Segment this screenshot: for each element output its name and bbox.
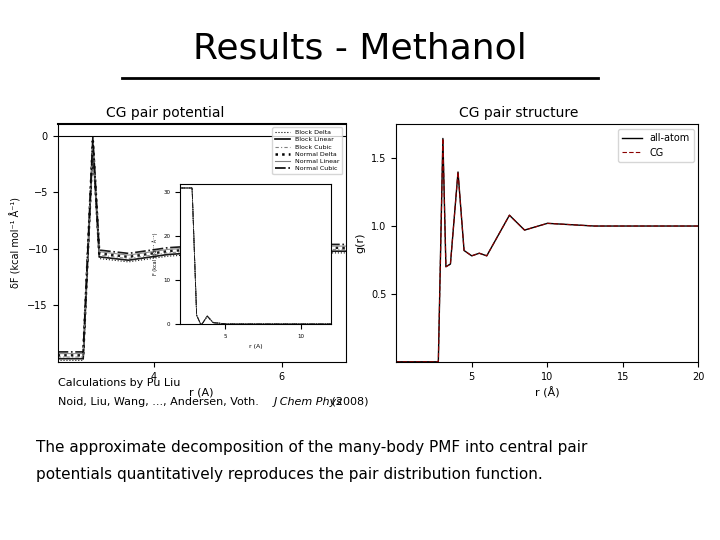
Text: (2008): (2008) [328,397,368,407]
CG [426,359,435,365]
all-atom [426,359,435,365]
Legend: Block Delta, Block Linear, Block Cubic, Normal Delta, Normal Linear, Normal Cubi: Block Delta, Block Linear, Block Cubic, … [272,127,343,174]
all-atom [444,262,453,268]
CG [688,223,697,230]
Y-axis label: g(r): g(r) [356,233,365,253]
CG [656,223,665,230]
X-axis label: r (A): r (A) [249,345,262,349]
Text: Noid, Liu, Wang, ..., Andersen, Voth.: Noid, Liu, Wang, ..., Andersen, Voth. [58,397,266,407]
X-axis label: r (Å): r (Å) [535,387,559,399]
CG [508,214,516,221]
Y-axis label: F (kcal mol⁻¹ Å⁻¹): F (kcal mol⁻¹ Å⁻¹) [152,233,158,275]
all-atom [688,223,697,230]
all-atom [694,223,703,230]
Line: CG: CG [396,138,698,362]
all-atom [656,223,665,230]
CG [438,135,447,141]
Text: CG pair potential: CG pair potential [107,106,225,120]
Text: Calculations by Pu Liu: Calculations by Pu Liu [58,378,180,388]
Text: The approximate decomposition of the many-body PMF into central pair: The approximate decomposition of the man… [36,440,588,455]
all-atom [521,227,529,233]
X-axis label: r (A): r (A) [189,387,214,397]
Text: CG pair structure: CG pair structure [459,106,578,120]
Legend: all-atom, CG: all-atom, CG [618,129,693,161]
Line: all-atom: all-atom [396,138,698,362]
all-atom [508,214,516,221]
CG [521,227,529,233]
Y-axis label: δF (kcal mol⁻¹ Å⁻¹): δF (kcal mol⁻¹ Å⁻¹) [10,198,22,288]
Text: J Chem Phys: J Chem Phys [274,397,343,407]
Text: potentials quantitatively reproduces the pair distribution function.: potentials quantitatively reproduces the… [36,467,543,482]
CG [392,359,400,365]
CG [444,262,453,268]
all-atom [392,359,400,365]
Text: Results - Methanol: Results - Methanol [193,32,527,65]
CG [694,223,703,230]
all-atom [438,135,447,141]
